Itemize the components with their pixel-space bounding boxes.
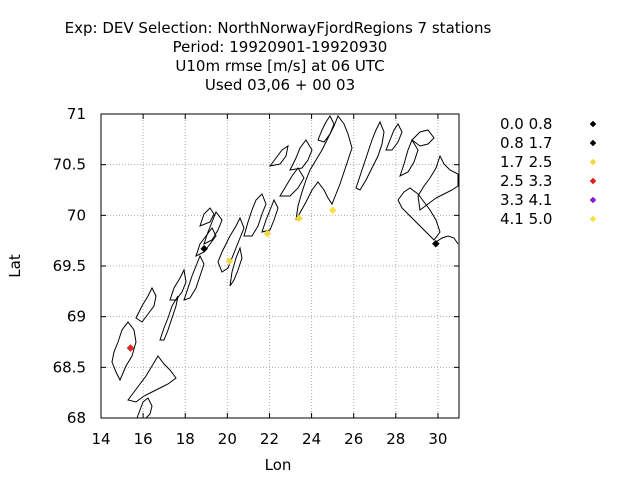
x-tick-label: 20 [218, 430, 237, 448]
legend-marker [589, 139, 597, 147]
title-line-2: Period: 19920901-19920930 [173, 38, 388, 56]
y-tick-label: 69.5 [53, 257, 86, 275]
station-marker [263, 229, 272, 238]
x-tick-label: 18 [176, 430, 195, 448]
legend-marker [589, 120, 597, 128]
legend-label: 1.7 2.5 [500, 153, 552, 171]
x-tick-label: 14 [91, 430, 110, 448]
station-marker [200, 244, 209, 253]
y-tick-label: 70.5 [53, 156, 86, 174]
station-marker [126, 344, 135, 352]
y-axis-ticks: 68 68.5 69 69.5 70 70.5 71 [53, 105, 459, 427]
legend-label: 2.5 3.3 [500, 172, 552, 190]
x-tick-label: 22 [260, 430, 279, 448]
x-tick-label: 24 [302, 430, 321, 448]
y-tick-label: 68 [67, 409, 86, 427]
legend: 0.0 0.80.8 1.71.7 2.52.5 3.33.3 4.14.1 5… [500, 115, 597, 228]
title-line-4: Used 03,06 + 00 03 [205, 76, 355, 94]
x-tick-label: 30 [428, 430, 447, 448]
legend-label: 3.3 4.1 [500, 191, 552, 209]
station-marker [431, 239, 440, 248]
x-axis-label: Lon [265, 456, 292, 474]
station-marker [225, 257, 234, 265]
legend-marker [589, 215, 597, 223]
station-marker [328, 206, 337, 215]
title-line-1: Exp: DEV Selection: NorthNorwayFjordRegi… [65, 19, 492, 37]
legend-label: 0.0 0.8 [500, 115, 552, 133]
x-tick-label: 28 [386, 430, 405, 448]
y-tick-label: 68.5 [53, 358, 86, 376]
station-marker [295, 214, 303, 223]
station-markers [126, 206, 440, 352]
legend-label: 4.1 5.0 [500, 210, 552, 228]
y-axis-label: Lat [6, 254, 24, 278]
coastline [111, 114, 459, 419]
legend-marker [589, 177, 597, 185]
legend-marker [589, 158, 597, 166]
title-line-3: U10m rmse [m/s] at 06 UTC [175, 57, 384, 75]
x-axis-ticks: 14 16 18 20 22 24 26 28 30 [91, 114, 447, 448]
x-tick-label: 26 [344, 430, 363, 448]
x-tick-label: 16 [134, 430, 153, 448]
y-tick-label: 71 [67, 105, 86, 123]
legend-label: 0.8 1.7 [500, 134, 552, 152]
legend-marker [589, 196, 597, 204]
y-tick-label: 69 [67, 308, 86, 326]
y-tick-label: 70 [67, 206, 86, 224]
